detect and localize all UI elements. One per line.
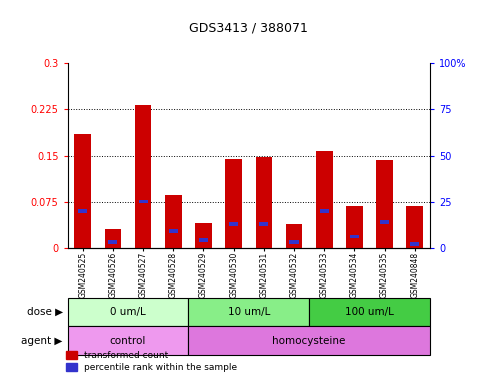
Bar bbox=[350, 235, 359, 238]
Bar bbox=[286, 224, 302, 248]
Text: 0 um/L: 0 um/L bbox=[110, 307, 146, 317]
Bar bbox=[320, 209, 329, 213]
Bar bbox=[105, 229, 121, 248]
Text: GDS3413 / 388071: GDS3413 / 388071 bbox=[189, 22, 308, 35]
Bar bbox=[380, 220, 389, 224]
Text: dose ▶: dose ▶ bbox=[27, 307, 63, 317]
Legend: transformed count, percentile rank within the sample: transformed count, percentile rank withi… bbox=[62, 348, 241, 376]
Bar bbox=[259, 222, 269, 225]
Bar bbox=[165, 195, 182, 248]
Bar bbox=[229, 222, 238, 225]
Bar bbox=[309, 298, 430, 326]
Text: homocysteine: homocysteine bbox=[272, 336, 346, 346]
Bar bbox=[316, 151, 332, 248]
Text: control: control bbox=[110, 336, 146, 346]
Bar bbox=[188, 326, 430, 355]
Bar bbox=[139, 200, 148, 204]
Bar bbox=[289, 240, 298, 244]
Bar bbox=[108, 240, 117, 244]
Bar bbox=[376, 160, 393, 248]
Text: agent ▶: agent ▶ bbox=[21, 336, 63, 346]
Bar bbox=[407, 206, 423, 248]
Bar bbox=[195, 223, 212, 248]
Text: 10 um/L: 10 um/L bbox=[227, 307, 270, 317]
Bar bbox=[78, 209, 87, 213]
Bar bbox=[169, 229, 178, 233]
Bar bbox=[256, 157, 272, 248]
Bar bbox=[68, 326, 188, 355]
Bar bbox=[68, 298, 188, 326]
Bar bbox=[226, 159, 242, 248]
Bar bbox=[188, 298, 309, 326]
Bar bbox=[135, 105, 151, 248]
Bar bbox=[74, 134, 91, 248]
Text: 100 um/L: 100 um/L bbox=[345, 307, 394, 317]
Bar bbox=[410, 242, 419, 246]
Bar bbox=[199, 238, 208, 242]
Bar bbox=[346, 206, 363, 248]
